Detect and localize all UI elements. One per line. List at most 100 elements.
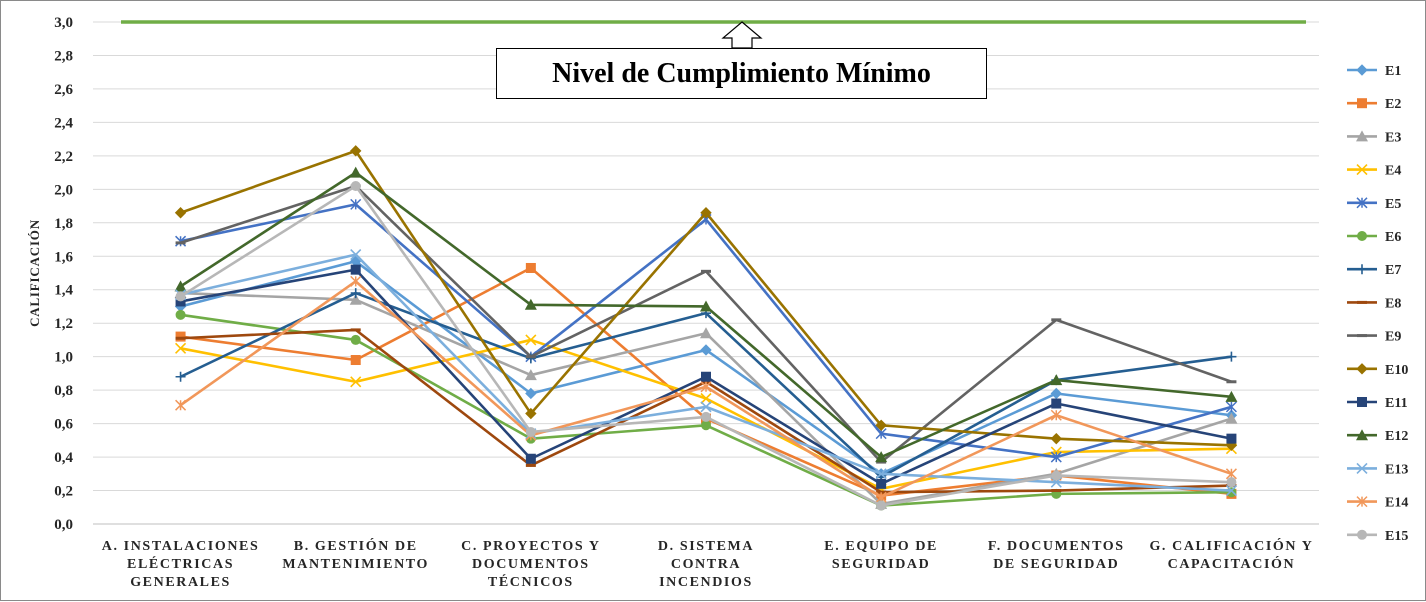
legend-label: E15 xyxy=(1385,529,1408,544)
data-point xyxy=(350,145,362,157)
x-tick-label-line: GENERALES xyxy=(130,575,231,590)
legend-marker xyxy=(1357,397,1367,407)
series-e6 xyxy=(175,309,1237,511)
data-point xyxy=(350,249,362,261)
y-tick-label: 1,8 xyxy=(54,216,73,232)
data-point xyxy=(1050,409,1062,421)
x-tick-label: A. INSTALACIONES ELÉCTRICAS GENERALES xyxy=(102,539,260,590)
x-tick-label-line: SEGURIDAD xyxy=(832,557,930,572)
legend-label: E13 xyxy=(1385,462,1408,477)
legend-label: E14 xyxy=(1385,496,1408,511)
data-point xyxy=(350,334,361,345)
legend-item: E13 xyxy=(1347,462,1408,477)
legend-item: E11 xyxy=(1347,396,1408,411)
y-tick-label: 1,0 xyxy=(54,350,73,366)
y-tick-label: 2,6 xyxy=(54,82,73,98)
x-tick-label-line: TÉCNICOS xyxy=(488,573,574,590)
data-point xyxy=(174,207,187,219)
data-point xyxy=(1051,470,1062,481)
data-point xyxy=(349,293,362,305)
series-e12 xyxy=(174,166,1238,463)
data-point xyxy=(875,451,888,463)
y-tick-label: 1,2 xyxy=(54,316,73,332)
y-tick-label: 3,0 xyxy=(54,15,73,31)
data-point xyxy=(1050,387,1062,400)
data-point xyxy=(524,369,537,381)
data-point xyxy=(701,371,711,382)
legend-item: E9 xyxy=(1347,330,1401,345)
data-point xyxy=(700,327,712,339)
y-tick-label: 2,0 xyxy=(54,182,73,198)
series-e1 xyxy=(174,255,1238,480)
data-point xyxy=(1050,432,1062,445)
data-point xyxy=(700,344,712,356)
legend-label: E4 xyxy=(1385,164,1401,179)
legend-label: E7 xyxy=(1385,263,1401,278)
data-point xyxy=(525,387,537,400)
legend-marker xyxy=(1357,264,1367,275)
data-point xyxy=(175,291,186,302)
series-group xyxy=(174,145,1238,511)
x-tick-label-line: DE SEGURIDAD xyxy=(993,557,1119,572)
annotation-label: Nivel de Cumplimiento Mínimo xyxy=(496,48,987,99)
legend-item: E14 xyxy=(1347,496,1408,511)
data-point xyxy=(175,235,187,247)
data-point xyxy=(1050,374,1063,386)
data-point xyxy=(525,407,537,420)
up-arrow-icon xyxy=(721,21,763,49)
data-point xyxy=(1051,398,1062,409)
data-point xyxy=(700,300,712,312)
reference-line-group xyxy=(121,20,1306,49)
y-tick-label: 0,4 xyxy=(54,450,73,466)
legend-item: E12 xyxy=(1347,429,1408,444)
data-point xyxy=(1225,412,1238,424)
legend-marker xyxy=(1357,529,1367,540)
legend-marker xyxy=(1356,429,1368,441)
legend-marker xyxy=(1357,231,1367,241)
x-tick-label: B. GESTIÓN DE MANTENIMIENTO xyxy=(282,537,429,572)
data-point xyxy=(1225,390,1238,402)
legend-item: E1 xyxy=(1347,64,1401,79)
y-tick-label: 0,2 xyxy=(54,484,73,500)
legend-label: E6 xyxy=(1385,230,1401,245)
data-point xyxy=(174,280,187,292)
data-point xyxy=(875,419,887,431)
legend-marker xyxy=(1356,363,1368,375)
legend-item: E5 xyxy=(1347,197,1401,212)
legend-marker xyxy=(1356,197,1368,209)
x-tick-label-line: B. GESTIÓN DE xyxy=(294,537,418,554)
data-point xyxy=(350,376,362,388)
x-tick-label-line: E. EQUIPO DE xyxy=(824,539,938,554)
series-e8 xyxy=(175,328,1237,494)
data-point xyxy=(525,334,537,346)
x-tick-label-line: A. INSTALACIONES xyxy=(102,539,260,554)
data-point xyxy=(700,381,712,393)
data-point xyxy=(525,426,536,437)
x-tick-label-line: DOCUMENTOS xyxy=(472,557,590,572)
legend-item: E10 xyxy=(1347,363,1408,378)
data-point xyxy=(350,180,361,191)
data-point xyxy=(350,198,362,210)
legend-item: E8 xyxy=(1347,296,1401,311)
data-point xyxy=(701,411,711,422)
legend-marker xyxy=(1356,64,1368,76)
data-point xyxy=(1226,487,1237,498)
data-point xyxy=(175,399,187,411)
legend: E1 E2 E3 E4 E5 E6 E7 E8 E9 E10 E11 E12 E13 E14 E15 xyxy=(1347,64,1408,544)
x-axis: A. INSTALACIONES ELÉCTRICAS GENERALES B. GE… xyxy=(102,537,1312,590)
series-e11 xyxy=(175,264,1237,489)
legend-marker xyxy=(1356,462,1368,474)
data-point xyxy=(875,491,887,503)
x-tick-label: D. SISTEMA CONTRA INCENDIOS xyxy=(658,539,754,590)
data-point xyxy=(1225,484,1237,497)
legend-marker xyxy=(1356,164,1368,176)
legend-label: E11 xyxy=(1385,396,1408,411)
data-point xyxy=(700,392,712,405)
data-point xyxy=(349,166,362,178)
data-point xyxy=(525,262,536,273)
y-tick-label: 1,6 xyxy=(54,249,73,265)
legend-item: E3 xyxy=(1347,130,1401,145)
legend-label: E10 xyxy=(1385,363,1408,378)
